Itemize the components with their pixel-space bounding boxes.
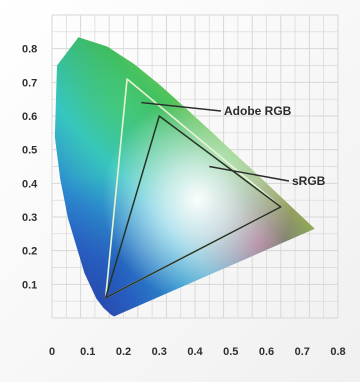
y-tick-label-1: 0.2 <box>22 246 37 258</box>
y-tick-label-7: 0.8 <box>22 44 37 56</box>
x-tick-label-1: 0.1 <box>80 346 95 358</box>
x-tick-label-4: 0.4 <box>187 346 203 358</box>
x-tick-label-2: 0.2 <box>116 346 131 358</box>
adobe-rgb-callout-line <box>141 101 222 112</box>
y-tick-label-6: 0.7 <box>22 77 37 89</box>
y-tick-label-4: 0.5 <box>22 145 37 157</box>
srgb-callout-line <box>209 165 290 182</box>
y-tick-label-5: 0.6 <box>22 111 37 123</box>
x-tick-label-8: 0.8 <box>330 346 345 358</box>
y-tick-label-0: 0.1 <box>22 279 37 291</box>
x-tick-label-7: 0.7 <box>295 346 310 358</box>
gamut-series-layer <box>104 78 282 299</box>
adobe-rgb-label: Adobe RGB <box>224 104 292 118</box>
y-tick-label-2: 0.3 <box>22 212 37 224</box>
y-tick-label-3: 0.4 <box>22 178 38 190</box>
x-tick-label-6: 0.6 <box>259 346 274 358</box>
x-tick-label-5: 0.5 <box>223 346 238 358</box>
tick-layer: 0.1 0.2 0.3 0.4 0.5 0.6 0.7 0.8 0 0.1 0.2 0.3 0.4 0.5… <box>22 44 346 358</box>
x-tick-label-3: 0.3 <box>152 346 167 358</box>
annotation-layer: Adobe RGB sRGB <box>141 101 326 188</box>
srgb-gamut-triangle <box>104 115 282 299</box>
x-tick-label-0: 0 <box>49 346 55 358</box>
srgb-label: sRGB <box>292 174 326 188</box>
